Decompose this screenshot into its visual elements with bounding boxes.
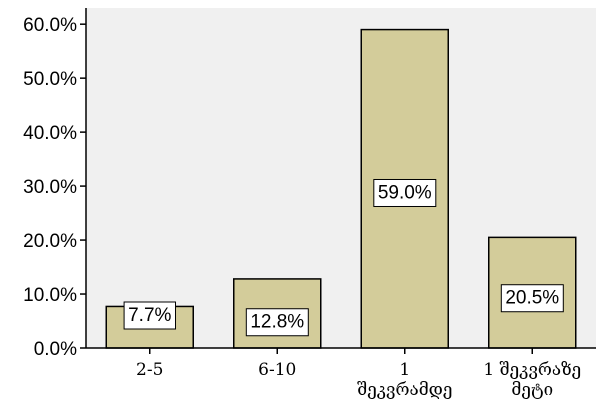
data-label-text: 7.7% [128,305,171,326]
data-label-1: 12.8% [245,308,309,337]
y-tick-label: 10.0% [23,285,77,306]
data-label-box [373,178,437,207]
data-label-box [123,301,177,330]
x-category-label: 6-10 [258,360,296,380]
data-label-text: 12.8% [250,312,304,333]
y-tick-label: 40.0% [23,123,77,144]
data-label-box [245,308,309,337]
x-category-label: 1 შეკვრაზე მეტი [483,360,581,400]
y-tick-label: 0.0% [34,339,77,360]
data-label-box [500,284,564,313]
x-category-label: 2-5 [136,360,163,380]
y-tick-label: 30.0% [23,177,77,198]
y-tick-label: 60.0% [23,15,77,36]
y-tick-label: 50.0% [23,69,77,90]
y-tick-label: 20.0% [23,231,77,252]
data-label-0: 7.7% [123,301,177,330]
data-labels: 7.7% 12.8% 59.0% 20.5% [123,178,564,337]
data-label-2: 59.0% [373,178,437,207]
axes: 0.0% 10.0% 20.0% 30.0% 40.0% 50.0% 60.0% 2-5 6-1… [23,8,596,400]
data-label-text: 20.5% [505,288,559,309]
data-label-text: 59.0% [378,182,432,203]
data-label-3: 20.5% [500,284,564,313]
x-category-label: 1 შეკვრამდე [357,360,452,400]
